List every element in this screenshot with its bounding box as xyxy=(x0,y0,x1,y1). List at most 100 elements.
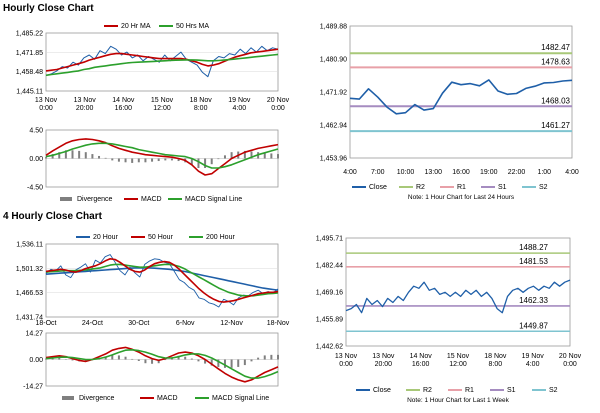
hourly-24h-chart: 1482.47 1478.63 1468.03 1461.27 1,489.88 1,48… xyxy=(320,24,579,202)
hourly-macd-y-tick: 0.00 xyxy=(29,156,43,163)
level-s1-label: 1468.03 xyxy=(541,96,570,105)
hourly-24h-x-tick: 19:00 xyxy=(480,169,498,176)
hourly-price-x-tick-date: 20 Nov xyxy=(267,97,290,104)
hourly-24h-y-tick: 1,471.92 xyxy=(320,90,347,97)
four-hourly-macd-y-tick: -14.27 xyxy=(23,384,43,391)
chart-note: Note: 1 Hour Chart for Last 1 Week xyxy=(407,397,510,404)
ma-50-legend-label: 50 Hrs MA xyxy=(176,23,209,30)
ma-20-line xyxy=(45,48,279,72)
four-hourly-price-x-tick: 12-Nov xyxy=(220,320,243,327)
wk-s1-legend-label: S1 xyxy=(507,387,516,394)
hourly-price-x-tick-time: 12:00 xyxy=(153,105,171,112)
macd-signal-line xyxy=(45,142,279,169)
hourly-24h-x-tick: 10:00 xyxy=(397,169,415,176)
signal-legend-label: MACD Signal Line xyxy=(212,395,269,402)
level-s2-label: 1449.87 xyxy=(519,321,548,330)
ma-20-hour-line xyxy=(45,257,279,303)
four-hourly-price-y-tick: 1,536.11 xyxy=(16,242,43,249)
four-hourly-price-y-tick: 1,501.32 xyxy=(16,266,43,273)
hourly-24h-x-tick: 22:00 xyxy=(508,169,526,176)
hourly-price-y-tick: 1,445.11 xyxy=(16,89,43,96)
weekly-1h-chart: 1488.27 1481.53 1462.33 1449.87 1,495.71 1,48… xyxy=(316,236,582,405)
level-r2-label: 1482.47 xyxy=(541,43,570,52)
four-hourly-price-x-tick: 18-Oct xyxy=(35,320,56,327)
divergence-legend-label: Divergence xyxy=(79,395,115,402)
weekly-x-tick-time: 0:00 xyxy=(563,361,577,368)
signal-legend-label: MACD Signal Line xyxy=(185,196,242,203)
hourly-24h-y-tick: 1,453.96 xyxy=(320,156,347,163)
hourly-price-y-tick: 1,471.85 xyxy=(16,50,43,57)
hourly-price-x-tick-date: 15 Nov xyxy=(151,97,174,104)
hourly-price-x-tick-time: 4:00 xyxy=(233,105,247,112)
weekly-x-tick-date: 20 Nov xyxy=(559,353,582,360)
divergence-legend-label: Divergence xyxy=(77,196,113,203)
four-hourly-price-x-tick: 18-Nov xyxy=(267,320,290,327)
hourly-price-x-tick-time: 0:00 xyxy=(39,105,53,112)
h24-r2-legend-label: R2 xyxy=(416,184,425,191)
level-r2-label: 1488.27 xyxy=(519,243,548,252)
plot-frame xyxy=(345,237,571,347)
hourly-macd-y-tick: -4.50 xyxy=(27,185,43,192)
ma-20-legend-label: 20 Hr MA xyxy=(121,23,151,30)
hourly-price-x-tick-date: 18 Nov xyxy=(190,97,213,104)
macd-line xyxy=(45,346,279,383)
macd-legend-label: MACD xyxy=(141,196,162,203)
four-hourly-price-x-tick: 24-Oct xyxy=(82,320,103,327)
weekly-y-tick: 1,469.16 xyxy=(316,290,343,297)
hourly-price-x-tick-time: 0:00 xyxy=(271,105,285,112)
weekly-x-tick-date: 19 Nov xyxy=(522,353,545,360)
hourly-24h-x-tick: 13:00 xyxy=(424,169,442,176)
hourly-24h-x-tick: 7:00 xyxy=(371,169,385,176)
four-hourly-price-x-tick: 30-Oct xyxy=(128,320,149,327)
weekly-x-tick-time: 0:00 xyxy=(339,361,353,368)
divergence-legend-swatch xyxy=(62,396,74,400)
divergence-legend-swatch xyxy=(60,197,72,201)
ma-200-hour-line xyxy=(45,267,279,291)
h50-legend-label: 50 Hour xyxy=(148,234,174,241)
hourly-24h-y-tick: 1,462.94 xyxy=(320,123,347,130)
hourly-price-x-tick-time: 8:00 xyxy=(194,105,208,112)
h200-legend-label: 200 Hour xyxy=(206,234,235,241)
hourly-24h-y-tick: 1,480.90 xyxy=(320,57,347,64)
hourly-price-x-tick-date: 13 Nov xyxy=(74,97,97,104)
plot-frame xyxy=(349,25,573,159)
h24-close-legend-label: Close xyxy=(369,184,387,191)
weekly-x-tick-time: 20:00 xyxy=(375,361,393,368)
close-price-line xyxy=(345,279,571,314)
hourly-price-y-tick: 1,485.22 xyxy=(16,31,43,38)
h24-s1-legend-label: S1 xyxy=(498,184,507,191)
weekly-y-tick: 1,482.44 xyxy=(316,263,343,270)
hourly-24h-x-tick: 1:00 xyxy=(537,169,551,176)
weekly-y-tick: 1,495.71 xyxy=(316,236,343,243)
hourly-price-y-tick: 1,458.48 xyxy=(16,69,43,76)
hourly-macd-y-tick: 4.50 xyxy=(29,128,43,135)
four-hourly-macd-y-tick: 14.27 xyxy=(25,331,43,338)
hourly-price-x-tick-date: 14 Nov xyxy=(112,97,135,104)
wk-close-legend-label: Close xyxy=(373,387,391,394)
hourly-price-x-tick-time: 20:00 xyxy=(76,105,94,112)
ma-50-hour-line xyxy=(45,263,279,297)
four-hourly-price-x-tick: 6-Nov xyxy=(176,320,195,327)
hourly-section-title: Hourly Close Chart xyxy=(3,3,94,14)
hourly-24h-y-tick: 1,489.88 xyxy=(320,24,347,31)
chart-note: Note: 1 Hour Chart for Last 24 Hours xyxy=(408,194,515,201)
h24-s2-legend-label: S2 xyxy=(539,184,548,191)
hourly-price-x-tick-time: 16:00 xyxy=(115,105,133,112)
weekly-x-tick-date: 14 Nov xyxy=(410,353,433,360)
weekly-x-tick-time: 8:00 xyxy=(489,361,503,368)
hourly-24h-x-tick: 16:00 xyxy=(452,169,470,176)
weekly-x-tick-date: 15 Nov xyxy=(447,353,470,360)
weekly-x-tick-time: 4:00 xyxy=(526,361,540,368)
wk-r1-legend-label: R1 xyxy=(465,387,474,394)
macd-legend-label: MACD xyxy=(157,395,178,402)
plot-frame xyxy=(45,243,279,318)
hourly-price-x-tick-date: 13 Nov xyxy=(35,97,58,104)
four-hourly-section-title: 4 Hourly Close Chart xyxy=(3,211,103,222)
weekly-y-tick: 1,455.89 xyxy=(316,317,343,324)
close-price-line xyxy=(349,79,573,115)
weekly-x-tick-date: 13 Nov xyxy=(372,353,395,360)
level-s2-label: 1461.27 xyxy=(541,121,570,130)
hourly-price-x-tick-date: 19 Nov xyxy=(228,97,251,104)
